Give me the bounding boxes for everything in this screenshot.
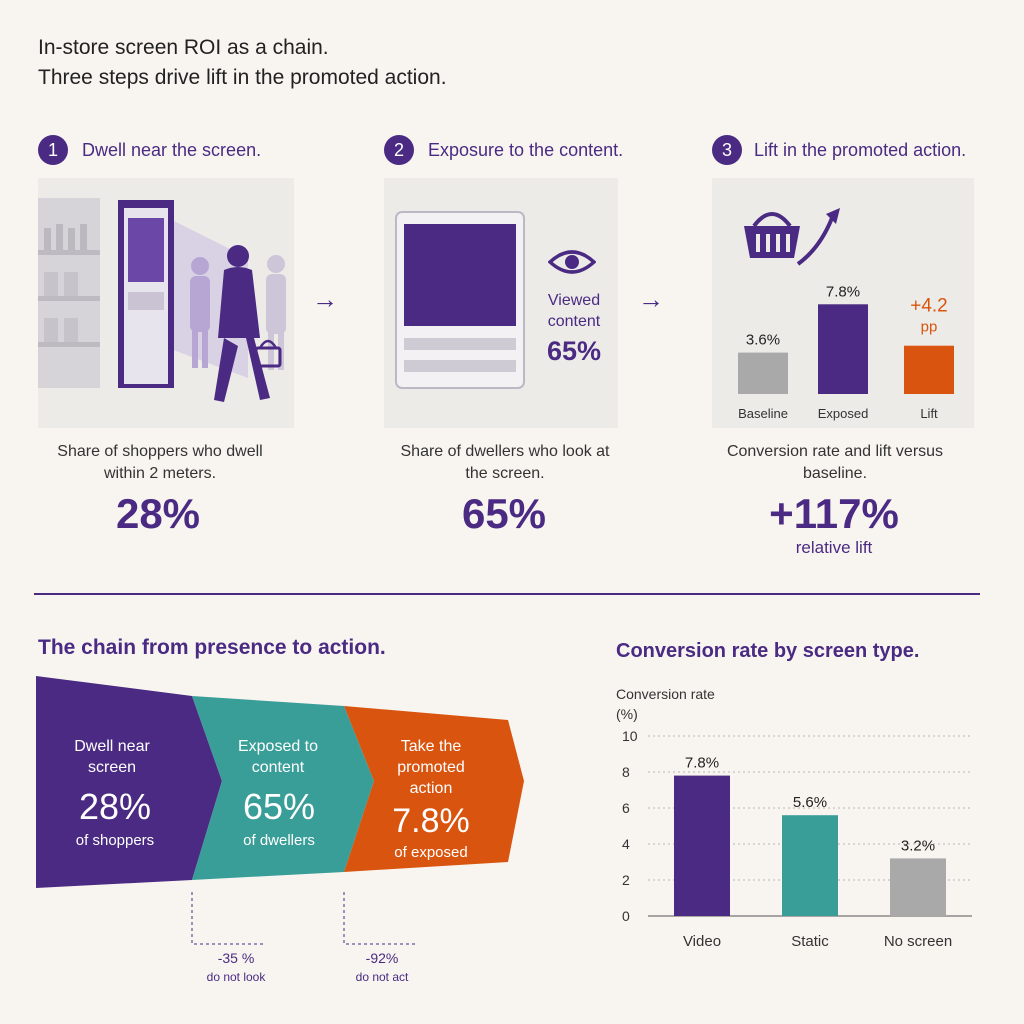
x-category-label: Static xyxy=(791,933,829,950)
basket-growth-icon xyxy=(744,208,840,266)
step-3-value-caption: relative lift xyxy=(795,538,873,557)
shopper-scene-icon xyxy=(38,198,286,402)
funnel-segment-exposed xyxy=(192,696,374,880)
arrow-step-2-to-3: → xyxy=(638,284,664,314)
lift-panel: 3.6% Baseline 7.8% Exposed +4.2 pp Lift xyxy=(712,178,974,428)
bar-data-label: 3.2% xyxy=(901,837,935,854)
funnel-segment-dwell xyxy=(36,676,222,888)
funnel-exposed-label: Exposed to content xyxy=(237,738,319,776)
mini-lift-chart: 3.6% Baseline 7.8% Exposed +4.2 pp Lift xyxy=(738,283,954,421)
step-3-number: 3 xyxy=(712,135,742,165)
mini-bar-label-lift-unit: pp xyxy=(921,319,938,336)
arrow-step-1-to-2: → xyxy=(312,284,338,314)
dropoff-act-text: do not act xyxy=(355,970,409,984)
dropoff-look-value: -35 % xyxy=(217,950,255,966)
funnel-dwell-sub: of shoppers xyxy=(75,832,155,849)
dropoff-look-text: do not look xyxy=(206,970,266,984)
step-1-title: Dwell near the screen. xyxy=(82,140,262,160)
bar-data-label: 7.8% xyxy=(685,755,719,772)
step-1-description: Share of shoppers who dwell within 2 met… xyxy=(57,443,263,482)
step-2-title: Exposure to the content. xyxy=(428,140,624,160)
x-category-label: Video xyxy=(683,933,721,950)
step-3-value: +117% xyxy=(769,490,899,537)
mini-category-exposed: Exposed xyxy=(818,406,869,421)
dropoff-connectors xyxy=(191,892,416,945)
y-tick-label: 8 xyxy=(622,764,630,780)
funnel-dwell-label: Dwell near screen xyxy=(74,738,150,776)
step-1-number: 1 xyxy=(38,135,68,165)
step-3-description: Conversion rate and lift versus baseline… xyxy=(726,443,944,482)
funnel-action-sub: of exposed xyxy=(394,844,468,861)
step-2-description: Share of dwellers who look at the screen… xyxy=(400,443,610,482)
step-3-title: Lift in the promoted action. xyxy=(754,140,967,160)
mini-bar-label-baseline: 3.6% xyxy=(746,332,780,349)
title-line-2: Three steps drive lift in the promoted a… xyxy=(38,66,447,89)
eye-icon xyxy=(548,250,596,274)
dropoff-act-value: -92% xyxy=(365,950,399,966)
bar-video xyxy=(674,775,730,916)
funnel-action-value: 7.8% xyxy=(392,802,470,840)
funnel-dwell-value: 28% xyxy=(78,786,152,827)
screen-content-icon xyxy=(395,211,525,389)
mini-bar-lift xyxy=(904,345,954,394)
funnel-exposed-value: 65% xyxy=(242,786,316,827)
mini-category-lift: Lift xyxy=(920,406,938,421)
bar-static xyxy=(782,815,838,916)
dwell-illustration xyxy=(38,178,294,428)
mini-category-baseline: Baseline xyxy=(738,406,788,421)
funnel-chain xyxy=(36,676,524,888)
chart-title: Conversion rate by screen type. xyxy=(616,640,920,662)
y-tick-label: 10 xyxy=(622,728,638,744)
exposure-illustration: Viewed content 65% xyxy=(384,178,618,428)
mini-bar-baseline xyxy=(738,352,788,394)
y-tick-label: 0 xyxy=(622,908,630,924)
funnel-exposed-sub: of dwellers xyxy=(243,832,315,849)
y-tick-label: 4 xyxy=(622,836,630,852)
conversion-bar-chart: 0 2 4 6 8 10 7.8% Video 5.6% Static 3.2% No screen xyxy=(622,728,972,950)
step-2-value: 65% xyxy=(461,490,547,537)
title-line-1: In-store screen ROI as a chain. xyxy=(38,36,329,59)
bar-no-screen xyxy=(890,858,946,916)
chart-y-axis-label: Conversion rate (%) xyxy=(616,686,715,722)
mini-bar-label-exposed: 7.8% xyxy=(826,283,860,300)
y-tick-label: 2 xyxy=(622,872,630,888)
viewed-content-label: Viewed content xyxy=(547,292,601,330)
mini-bar-label-lift-value: +4.2 xyxy=(910,296,948,317)
viewed-content-value: 65% xyxy=(546,336,602,366)
section-divider xyxy=(34,593,980,595)
y-tick-label: 6 xyxy=(622,800,630,816)
mini-bar-exposed xyxy=(818,304,868,394)
bar-data-label: 5.6% xyxy=(793,794,827,811)
funnel-action-label: Take the promoted action xyxy=(397,738,465,797)
step-2-number: 2 xyxy=(384,135,414,165)
x-category-label: No screen xyxy=(884,933,952,950)
step-1-value: 28% xyxy=(115,490,201,537)
funnel-segment-action xyxy=(344,706,524,872)
funnel-title: The chain from presence to action. xyxy=(38,636,386,659)
